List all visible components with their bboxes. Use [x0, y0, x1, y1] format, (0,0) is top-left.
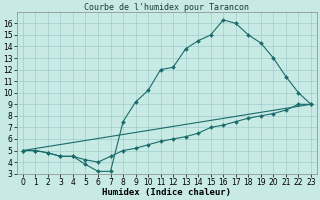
Title: Courbe de l'humidex pour Tarancon: Courbe de l'humidex pour Tarancon [84, 3, 249, 12]
X-axis label: Humidex (Indice chaleur): Humidex (Indice chaleur) [102, 188, 231, 197]
